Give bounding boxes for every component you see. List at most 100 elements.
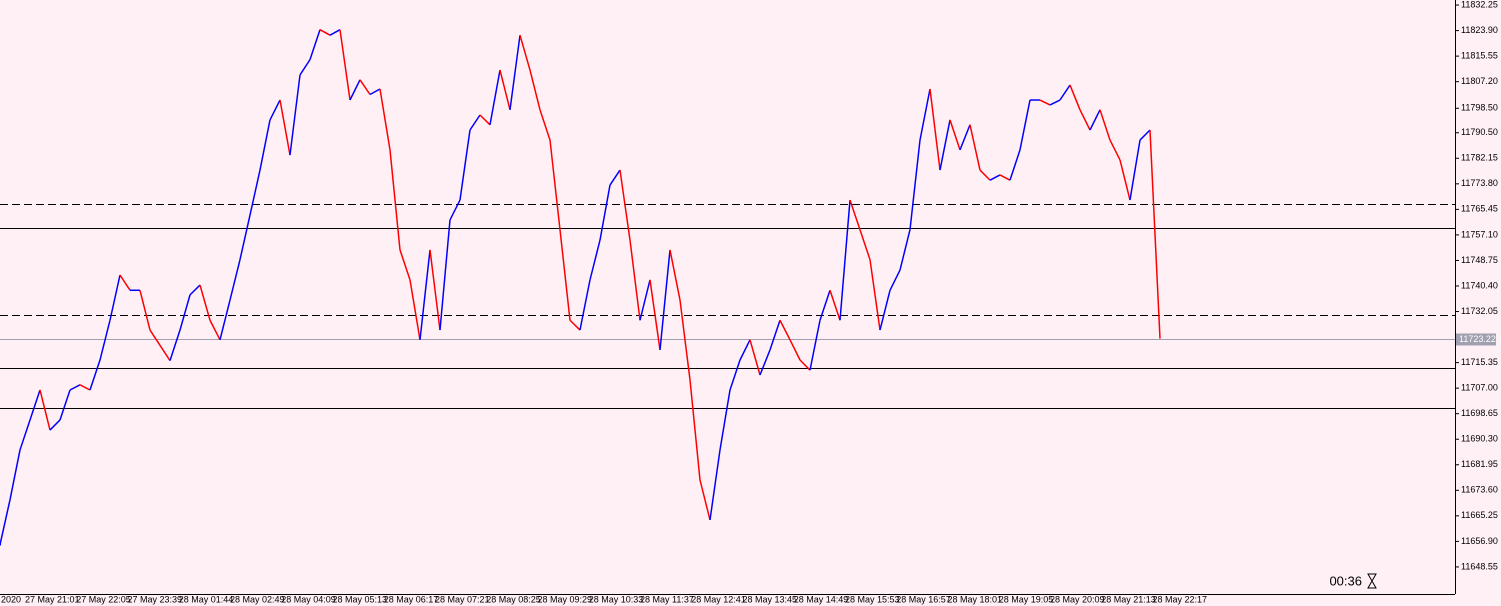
- price-segment: [589, 239, 601, 281]
- price-segment: [429, 249, 441, 331]
- price-segment: [229, 259, 241, 301]
- price-segment: [199, 284, 211, 321]
- x-tick-label: 28 May 14:49: [794, 594, 849, 604]
- price-segment: [779, 319, 791, 341]
- y-tick-label: 11773.80: [1461, 178, 1498, 188]
- y-tick-label: 11765.45: [1461, 204, 1498, 214]
- price-segment: [769, 320, 781, 351]
- x-tick-label: 27 May 21:01: [25, 594, 80, 604]
- price-segment: [239, 214, 251, 260]
- price-segment: [119, 274, 131, 291]
- price-segment: [969, 124, 981, 171]
- price-segment: [629, 240, 641, 321]
- y-tick-label: 11673.60: [1461, 485, 1498, 495]
- price-segment: [19, 419, 31, 451]
- price-segment: [309, 29, 321, 60]
- price-segment: [1009, 149, 1021, 181]
- price-segment: [69, 384, 81, 391]
- price-segment: [539, 109, 551, 141]
- price-segment: [409, 279, 421, 340]
- y-tick-label: 11832.25: [1461, 0, 1498, 9]
- x-tick-label: 28 May 19:05: [999, 594, 1054, 604]
- y-tick-label: 11648.55: [1461, 561, 1498, 571]
- x-tick-label: 2020: [1, 594, 21, 604]
- price-segment: [189, 284, 201, 296]
- price-segment: [249, 169, 261, 216]
- x-tick-label: 28 May 22:17: [1153, 594, 1208, 604]
- price-segment: [929, 88, 941, 171]
- price-segment: [159, 344, 171, 362]
- price-segment: [639, 279, 651, 321]
- price-segment: [739, 339, 751, 361]
- y-tick-label: 11715.35: [1461, 357, 1498, 367]
- x-tick-label: 28 May 21:13: [1101, 594, 1156, 604]
- price-segment: [419, 249, 431, 340]
- price-segment: [399, 249, 411, 281]
- price-segment: [689, 379, 701, 480]
- price-segment: [989, 174, 1001, 181]
- price-segment: [369, 88, 381, 96]
- price-segment: [139, 290, 151, 331]
- price-segment: [789, 339, 801, 361]
- price-segment: [999, 174, 1011, 181]
- price-segment: [519, 34, 531, 71]
- y-tick-label: 11690.30: [1461, 434, 1498, 444]
- hourglass-icon: [1367, 573, 1377, 589]
- timer: 00:36: [1329, 573, 1362, 588]
- price-segment: [1079, 109, 1091, 131]
- price-segment: [29, 389, 41, 421]
- x-tick-label: 28 May 01:44: [179, 594, 234, 604]
- x-tick-label: 27 May 23:39: [128, 594, 183, 604]
- price-segment: [899, 229, 911, 271]
- price-segment: [659, 249, 671, 350]
- price-segment: [569, 319, 581, 331]
- x-tick-label: 28 May 02:49: [230, 594, 285, 604]
- x-tick-label: 28 May 06:17: [384, 594, 439, 604]
- price-segment: [1019, 99, 1031, 151]
- x-tick-label: 28 May 20:09: [1050, 594, 1105, 604]
- price-segment: [699, 479, 711, 521]
- price-segment: [219, 299, 231, 341]
- price-segment: [549, 140, 561, 230]
- price-segment: [9, 449, 21, 500]
- price-segment: [1049, 99, 1061, 106]
- price-segment: [259, 119, 271, 171]
- price-segment: [979, 169, 991, 181]
- y-tick-label: 11665.25: [1461, 510, 1498, 520]
- price-segment: [1139, 129, 1151, 141]
- y-tick-label: 11681.95: [1461, 459, 1498, 469]
- price-segment: [849, 199, 861, 230]
- price-segment: [509, 35, 521, 110]
- price-segment: [389, 149, 401, 250]
- price-segment: [349, 79, 361, 101]
- price-segment: [489, 69, 501, 125]
- y-tick-label: 11807.20: [1461, 76, 1498, 86]
- price-segment: [609, 169, 621, 186]
- x-tick-label: 28 May 05:13: [333, 594, 388, 604]
- price-segment: [809, 320, 821, 371]
- price-segment: [759, 349, 771, 376]
- price-segment: [839, 199, 851, 321]
- x-tick-label: 28 May 16:57: [896, 594, 951, 604]
- x-tick-label: 28 May 18:01: [948, 594, 1003, 604]
- price-segment: [289, 74, 301, 156]
- x-tick-label: 28 May 13:45: [743, 594, 798, 604]
- x-tick-label: 28 May 09:29: [538, 594, 593, 604]
- y-tick-label: 11757.10: [1461, 229, 1498, 239]
- price-segment: [919, 88, 931, 141]
- price-segment: [279, 99, 291, 156]
- price-segment: [299, 59, 311, 76]
- y-tick-label: 11823.90: [1461, 25, 1498, 35]
- price-segment: [149, 329, 161, 346]
- price-segment: [1119, 159, 1131, 201]
- y-tick-label: 11707.00: [1461, 383, 1498, 393]
- price-segment: [479, 114, 491, 126]
- price-segment: [49, 419, 61, 431]
- price-segment: [579, 279, 591, 331]
- y-tick-label: 11798.50: [1461, 103, 1498, 113]
- price-segment: [889, 269, 901, 291]
- price-segment: [359, 79, 371, 95]
- price-segment: [799, 359, 811, 371]
